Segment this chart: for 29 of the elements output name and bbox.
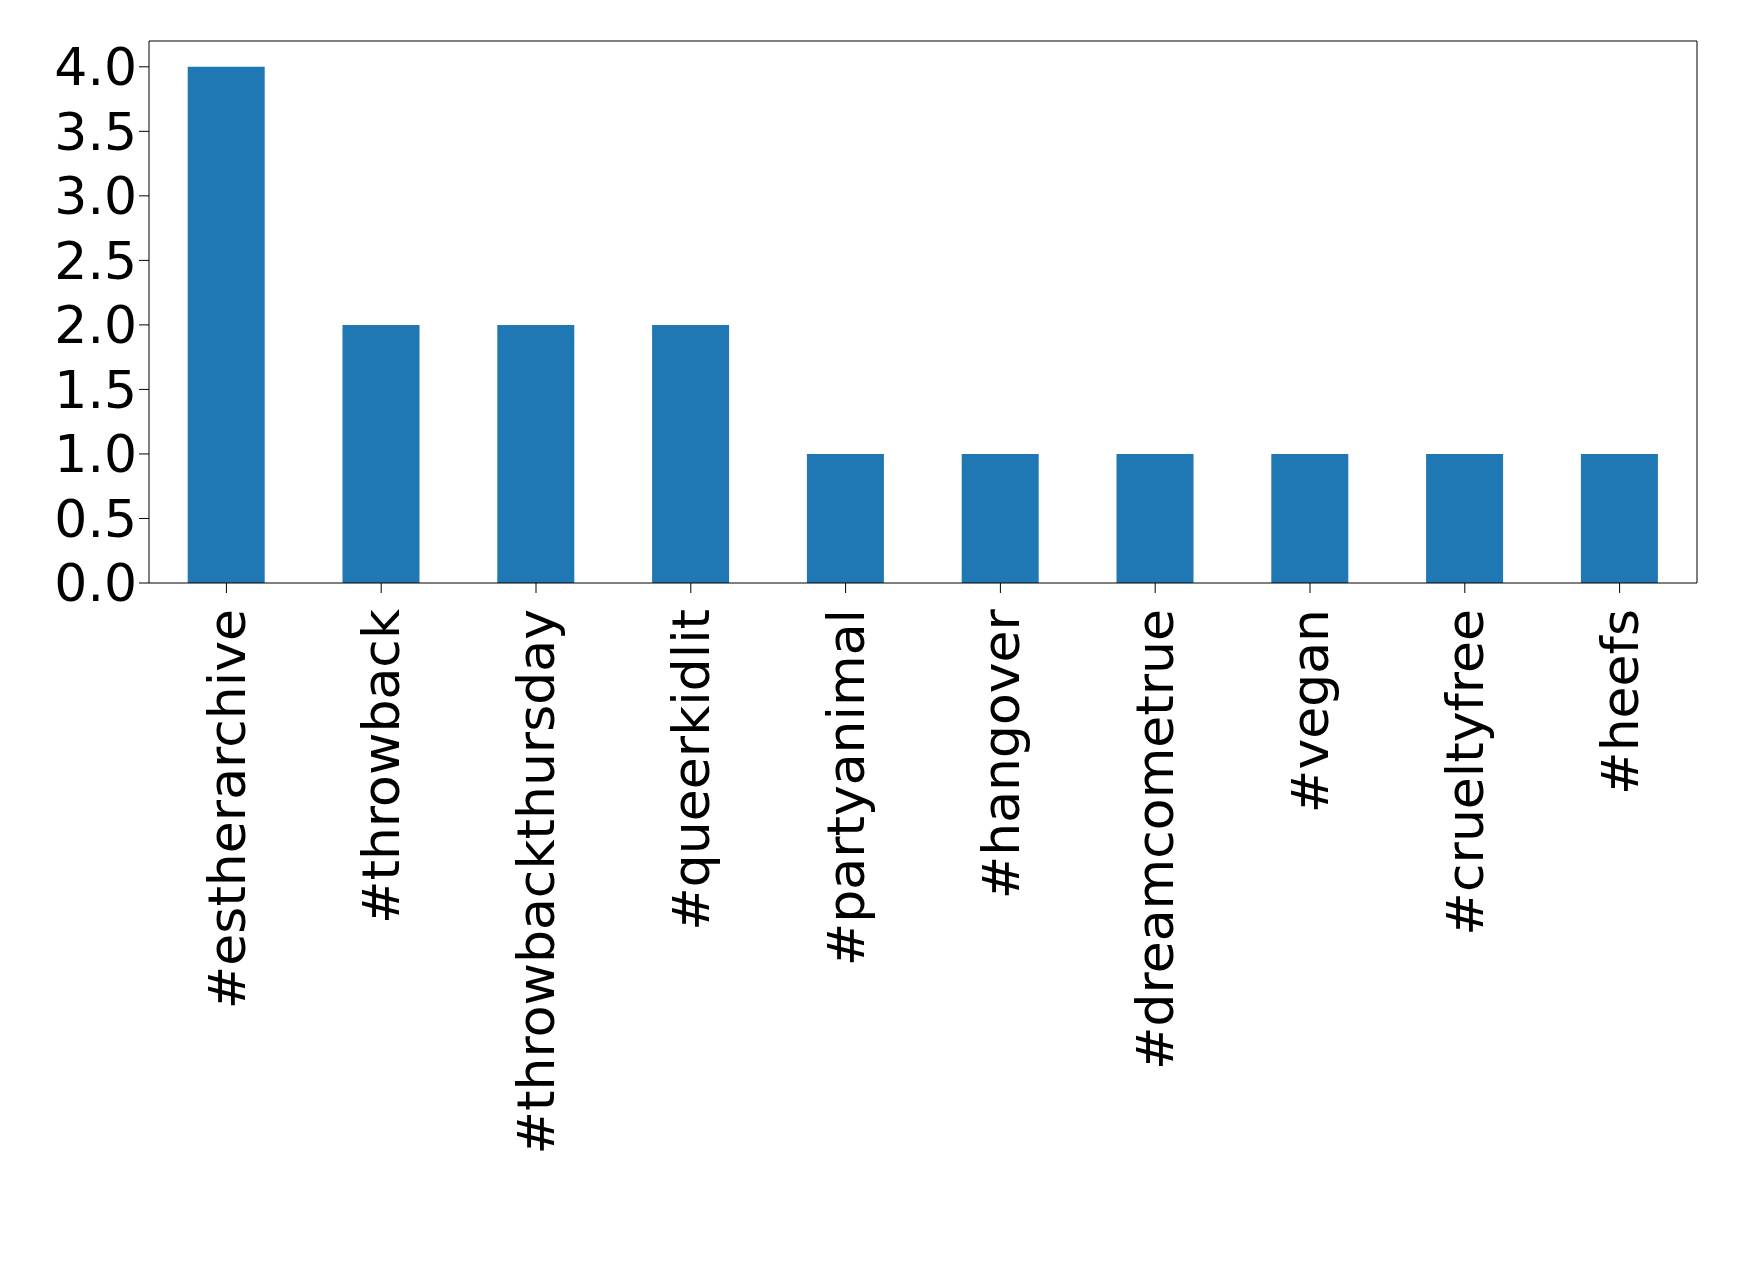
bar	[961, 453, 1039, 583]
y-tick-label: 2.5	[54, 230, 137, 291]
y-tick-label: 0.0	[54, 553, 137, 614]
x-tick-label: #heefs	[1589, 609, 1650, 795]
x-tick-label: #partyanimal	[815, 609, 876, 967]
y-tick-label: 3.5	[54, 101, 137, 162]
y-tick-label: 0.5	[54, 488, 137, 549]
x-tick-label: #dreamcometrue	[1125, 609, 1186, 1071]
y-tick-label: 2.0	[54, 295, 137, 356]
bar	[187, 66, 265, 583]
bar	[1116, 453, 1194, 583]
x-tick-label: #hangover	[970, 608, 1031, 900]
x-tick-label: #crueltyfree	[1435, 609, 1495, 936]
x-tick-label: #throwback	[351, 609, 412, 925]
y-tick-label: 3.0	[54, 166, 137, 227]
y-tick-label: 1.0	[54, 424, 137, 485]
x-tick-label: #vegan	[1280, 609, 1341, 814]
x-tick-label: #throwbackthursday	[506, 609, 567, 1155]
bar	[1580, 453, 1658, 583]
bar	[342, 324, 420, 583]
bar	[1426, 453, 1504, 583]
bar	[806, 453, 884, 583]
y-tick-label: 1.5	[54, 359, 137, 420]
x-tick-label: #queerkidlit	[661, 609, 721, 931]
bar	[1271, 453, 1349, 583]
y-tick-label: 4.0	[54, 37, 137, 98]
bar	[652, 324, 730, 583]
bar	[497, 324, 575, 583]
x-tick-label: #estherarchive	[196, 609, 257, 1010]
